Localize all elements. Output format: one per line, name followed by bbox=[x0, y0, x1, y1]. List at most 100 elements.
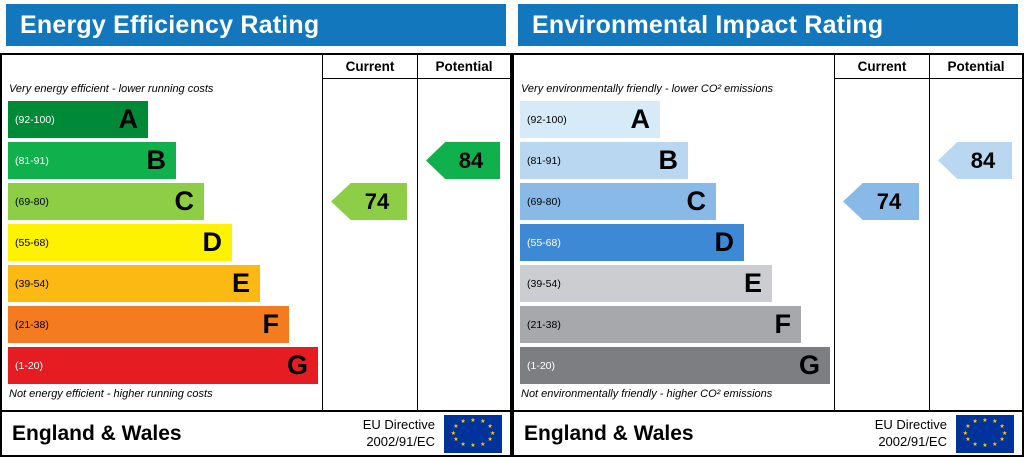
environmental-bands: (92-100) A (81-91) B (69-80) C (55-68) D (39… bbox=[514, 99, 834, 386]
band-row: (1-20) G bbox=[8, 345, 322, 386]
band-row: (92-100) A bbox=[8, 99, 322, 140]
band-row: (21-38) F bbox=[520, 304, 834, 345]
band-range: (92-100) bbox=[15, 113, 55, 126]
eu-flag-star: ★ bbox=[982, 443, 988, 450]
band-f: (21-38) F bbox=[520, 306, 801, 343]
eu-flag-star: ★ bbox=[972, 441, 978, 448]
band-letter: B bbox=[146, 145, 167, 175]
band-b: (81-91) B bbox=[8, 142, 176, 179]
eu-directive-label: EU Directive 2002/91/EC bbox=[875, 417, 947, 450]
eu-flag-star: ★ bbox=[460, 419, 466, 426]
current-column: 74 bbox=[835, 79, 930, 410]
band-letter: G bbox=[798, 350, 820, 380]
band-letter: C bbox=[174, 186, 195, 216]
eu-directive-line2: 2002/91/EC bbox=[366, 433, 435, 449]
eu-flag-star: ★ bbox=[480, 441, 486, 448]
eu-directive-line2: 2002/91/EC bbox=[878, 433, 947, 449]
potential-column-header: Potential bbox=[418, 55, 510, 79]
eu-flag-star: ★ bbox=[487, 436, 493, 443]
band-range: (81-91) bbox=[15, 154, 49, 167]
band-row: (39-54) E bbox=[520, 263, 834, 304]
energy-top-caption: Very energy efficient - lower running co… bbox=[9, 83, 214, 95]
band-row: (1-20) G bbox=[520, 345, 834, 386]
band-e: (39-54) E bbox=[520, 265, 772, 302]
band-row: (39-54) E bbox=[8, 263, 322, 304]
eu-flag-star: ★ bbox=[999, 436, 1005, 443]
band-row: (69-80) C bbox=[520, 181, 834, 222]
potential-column: 84 bbox=[930, 79, 1022, 410]
eu-flag-star: ★ bbox=[972, 419, 978, 426]
energy-bands: (92-100) A (81-91) B (69-80) C (55-68) D (39… bbox=[2, 99, 322, 386]
band-row: (81-91) B bbox=[520, 140, 834, 181]
eu-flag-star: ★ bbox=[962, 430, 968, 437]
band-letter: A bbox=[630, 104, 651, 134]
eu-flag-star: ★ bbox=[453, 436, 459, 443]
eu-flag-star: ★ bbox=[490, 430, 496, 437]
band-letter: A bbox=[118, 104, 139, 134]
eu-flag-star: ★ bbox=[453, 424, 459, 431]
band-letter: F bbox=[262, 309, 280, 339]
current-column: 74 bbox=[323, 79, 418, 410]
eu-flag-star: ★ bbox=[470, 417, 476, 424]
band-range: (55-68) bbox=[15, 236, 49, 249]
potential-rating-arrow: 84 bbox=[426, 142, 500, 179]
eu-flag-star: ★ bbox=[999, 424, 1005, 431]
eu-flag: ★ ★ ★ ★ ★ ★ ★ ★ ★ ★ ★ ★ bbox=[956, 414, 1014, 453]
current-rating-arrow: 74 bbox=[331, 183, 407, 220]
band-e: (39-54) E bbox=[8, 265, 260, 302]
energy-band-chart: Very energy efficient - lower running co… bbox=[2, 55, 323, 410]
environmental-panel-title: Environmental Impact Rating bbox=[518, 4, 1018, 46]
band-range: (69-80) bbox=[15, 195, 49, 208]
eu-flag-star: ★ bbox=[1002, 430, 1008, 437]
eu-flag-star: ★ bbox=[992, 441, 998, 448]
band-range: (69-80) bbox=[527, 195, 561, 208]
band-g: (1-20) G bbox=[8, 347, 318, 384]
environmental-top-caption: Very environmentally friendly - lower CO… bbox=[521, 83, 774, 95]
current-rating-arrow: 74 bbox=[843, 183, 919, 220]
eu-flag-star: ★ bbox=[470, 443, 476, 450]
environmental-impact-panel: Environmental Impact Rating Very environ… bbox=[512, 0, 1024, 457]
eu-directive-label: EU Directive 2002/91/EC bbox=[363, 417, 435, 450]
band-b: (81-91) B bbox=[520, 142, 688, 179]
band-f: (21-38) F bbox=[8, 306, 289, 343]
environmental-band-chart: Very environmentally friendly - lower CO… bbox=[514, 55, 835, 410]
potential-column-header: Potential bbox=[930, 55, 1022, 79]
eu-flag-star: ★ bbox=[992, 419, 998, 426]
energy-bottom-caption: Not energy efficient - higher running co… bbox=[9, 388, 213, 400]
band-letter: C bbox=[686, 186, 707, 216]
band-range: (1-20) bbox=[527, 359, 556, 372]
band-row: (69-80) C bbox=[8, 181, 322, 222]
eu-directive-line1: EU Directive bbox=[362, 417, 435, 433]
band-letter: D bbox=[714, 227, 735, 257]
band-g: (1-20) G bbox=[520, 347, 830, 384]
band-letter: E bbox=[231, 268, 250, 298]
current-column-header: Current bbox=[835, 55, 930, 79]
band-range: (21-38) bbox=[15, 318, 49, 331]
band-row: (81-91) B bbox=[8, 140, 322, 181]
band-a: (92-100) A bbox=[8, 101, 148, 138]
band-letter: G bbox=[286, 350, 308, 380]
energy-efficiency-panel: Energy Efficiency Rating Very energy eff… bbox=[0, 4, 512, 457]
eu-flag-star: ★ bbox=[480, 419, 486, 426]
potential-column: 84 bbox=[418, 79, 510, 410]
potential-rating-arrow: 84 bbox=[938, 142, 1012, 179]
band-range: (39-54) bbox=[527, 277, 561, 290]
energy-panel-title: Energy Efficiency Rating bbox=[6, 4, 506, 46]
band-letter: F bbox=[774, 309, 792, 339]
eu-flag-star: ★ bbox=[487, 424, 493, 431]
eu-flag-star: ★ bbox=[982, 417, 988, 424]
region-label: England & Wales bbox=[524, 421, 694, 445]
band-range: (39-54) bbox=[15, 277, 49, 290]
eu-directive-line1: EU Directive bbox=[874, 417, 947, 433]
band-c: (69-80) C bbox=[8, 183, 204, 220]
band-row: (55-68) D bbox=[8, 222, 322, 263]
band-range: (81-91) bbox=[527, 154, 561, 167]
band-row: (21-38) F bbox=[8, 304, 322, 345]
region-label: England & Wales bbox=[12, 421, 182, 445]
band-letter: B bbox=[658, 145, 679, 175]
band-row: (55-68) D bbox=[520, 222, 834, 263]
eu-flag-star: ★ bbox=[965, 436, 971, 443]
eu-flag-star: ★ bbox=[450, 430, 456, 437]
environmental-rating-table: Very environmentally friendly - lower CO… bbox=[512, 53, 1024, 457]
